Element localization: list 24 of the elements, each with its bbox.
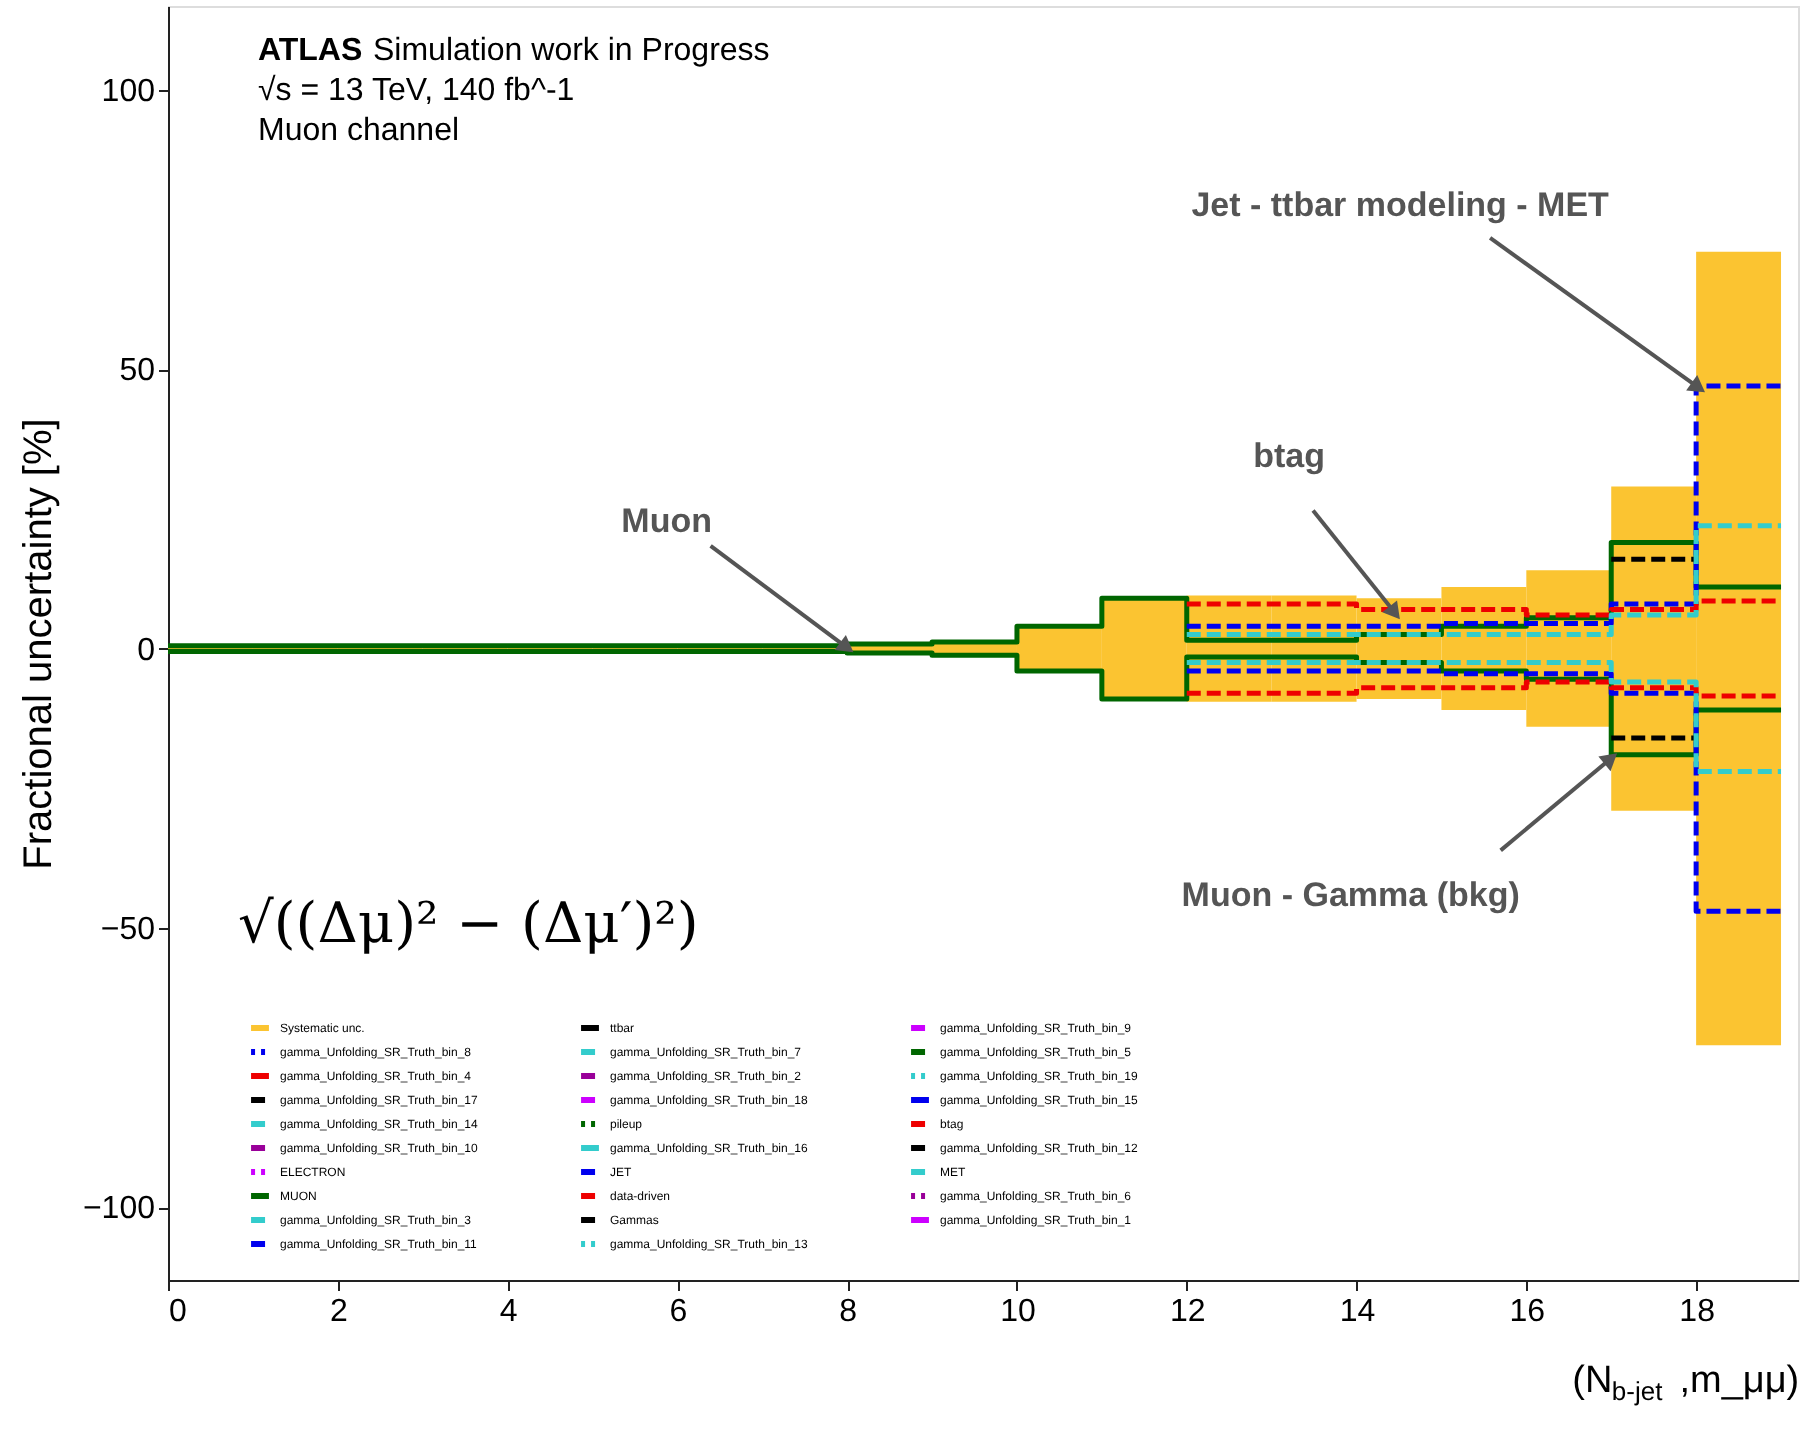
x-tick-label: 12 [1169, 1295, 1206, 1329]
x-tick-label: 0 [169, 1295, 187, 1329]
annotation: Muon [621, 501, 712, 540]
x-tick-label: 14 [1339, 1295, 1376, 1329]
annotation: Muon channel [258, 114, 460, 148]
y-tick-label: 50 [119, 354, 156, 389]
x-tick-label: 2 [329, 1295, 348, 1329]
annotation: ATLAS Simulation work in Progress [258, 34, 770, 68]
x-tick-label: 18 [1679, 1295, 1716, 1329]
y-tick-label: 0 [137, 633, 156, 668]
annotation: √((Δμ)² − (Δμ′)²) [238, 890, 699, 956]
x-tick-label: 8 [839, 1295, 858, 1329]
x-tick-label: 6 [669, 1295, 688, 1329]
annotation: √s = 13 TeV, 140 fb^-1 [258, 74, 575, 108]
x-tick-label: 10 [1000, 1295, 1036, 1329]
y-tick-label: −50 [100, 912, 156, 947]
y-axis-title: Fractional uncertainty [%] [16, 418, 61, 870]
y-tick-label: 100 [101, 74, 156, 109]
x-tick-label: 4 [499, 1295, 518, 1329]
annotation: btag [1253, 436, 1325, 475]
annotation: Jet - ttbar modeling - MET [1191, 185, 1611, 224]
x-tick-label: 16 [1509, 1295, 1546, 1329]
annotation: Muon - Gamma (bkg) [1181, 876, 1520, 915]
y-tick-label: −100 [82, 1192, 156, 1227]
